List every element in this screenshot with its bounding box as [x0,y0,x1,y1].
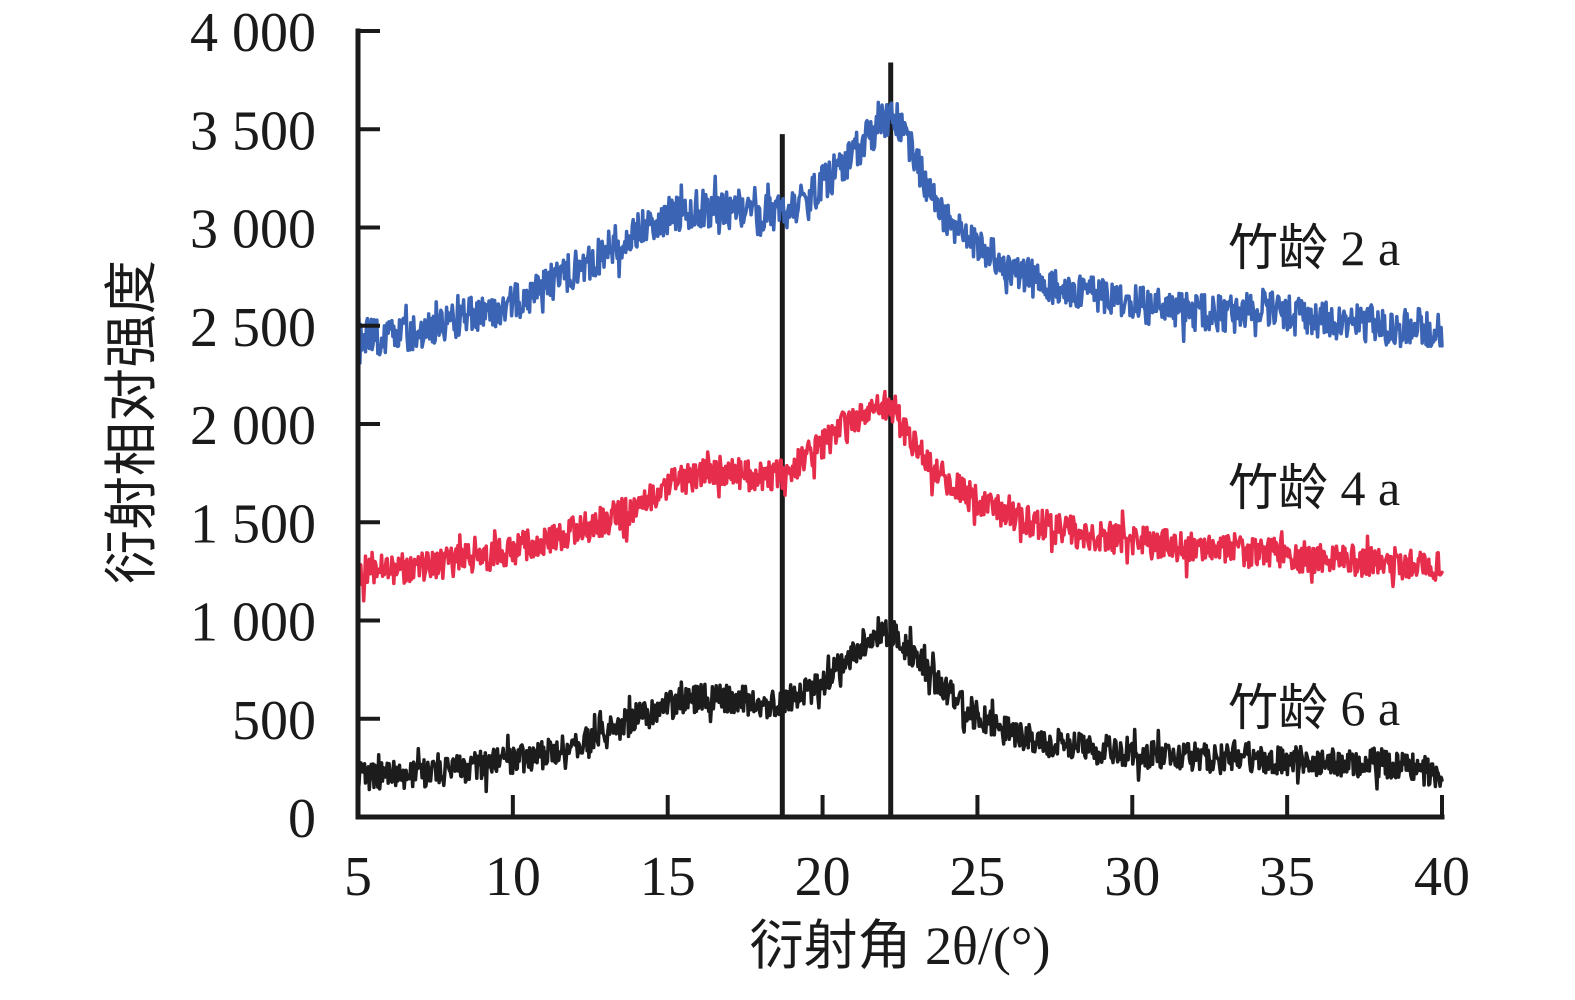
y-tick-labels: 0 500 1 000 1 500 2 000 2 500 3 000 3 500 4 000 [190,2,316,850]
axes [355,28,1445,820]
series-label-age-4a: 竹龄 4 a [1228,460,1401,516]
data-series [356,100,1444,794]
series-curve-1 [356,389,1444,603]
y-tick-label: 1 500 [190,493,316,555]
y-tick-label: 500 [232,690,316,752]
x-tick-label: 20 [795,846,851,908]
series-label-age-6a: 竹龄 6 a [1228,680,1401,736]
x-axis-title: 衍射角 2θ/(°) [749,916,1051,976]
series-label-age-2a: 竹龄 2 a [1228,220,1401,276]
series-curve-2 [356,616,1444,794]
y-tick-label: 1 000 [190,592,316,654]
x-tick-label: 15 [640,846,696,908]
y-axis-title: 衍射相对强度 [102,260,162,584]
y-tick-label: 3 000 [190,199,316,261]
x-tick-label: 10 [485,846,541,908]
x-tick-label: 25 [949,846,1005,908]
x-tick-label: 35 [1259,846,1315,908]
series-curve-0 [356,100,1444,365]
x-tick-label: 40 [1414,846,1470,908]
x-tick-labels: 5 10 15 20 25 30 35 40 [344,846,1470,908]
y-tick-label: 2 500 [190,297,316,359]
y-tick-label: 4 000 [190,2,316,64]
y-tick-label: 0 [288,788,316,850]
x-tick-label: 5 [344,846,372,908]
y-tick-label: 3 500 [190,100,316,162]
y-tick-label: 2 000 [190,395,316,457]
x-tick-label: 30 [1104,846,1160,908]
